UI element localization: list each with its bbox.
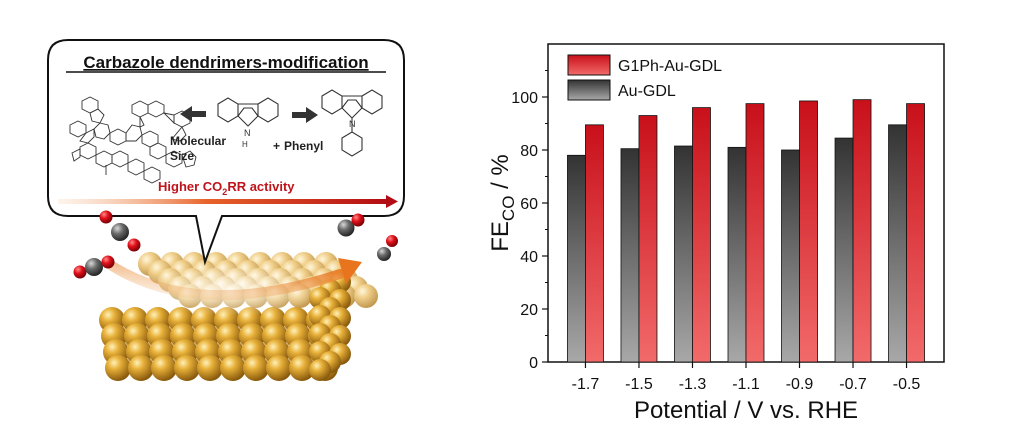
gold-atom bbox=[289, 355, 315, 381]
arrow-right bbox=[292, 107, 318, 123]
speech-bubble bbox=[47, 39, 405, 266]
legend-label-g1ph: G1Ph-Au-GDL bbox=[618, 58, 722, 75]
nh-n-label: N bbox=[244, 128, 251, 138]
legend-label-au: Au-GDL bbox=[618, 83, 676, 100]
x-tick-label: -1.5 bbox=[625, 376, 653, 393]
gold-atom bbox=[174, 355, 200, 381]
fe-bar-chart: 0 20 40 60 80 100 -1.7 -1.5 -1.3 -1.1 -0.9 -0.7 -0.… bbox=[487, 43, 945, 424]
n-label: N bbox=[349, 119, 356, 129]
legend-swatch-g1ph bbox=[567, 54, 611, 76]
x-tick-label: -1.1 bbox=[732, 376, 760, 393]
y-tick-label: 0 bbox=[529, 355, 538, 372]
y-tick-label: 100 bbox=[511, 90, 538, 107]
x-tick-label: -1.3 bbox=[679, 376, 707, 393]
activity-label: Higher CO2RR activity bbox=[158, 179, 295, 197]
bar-g1ph-au-gdl--0.9 bbox=[799, 100, 818, 363]
legend: G1Ph-Au-GDL Au-GDL bbox=[567, 54, 722, 101]
x-tick-label: -1.7 bbox=[572, 376, 600, 393]
plus-sign: + bbox=[273, 139, 280, 153]
reaction-arrowhead bbox=[338, 258, 362, 284]
x-tick-label: -0.7 bbox=[839, 376, 867, 393]
scheme-title: Carbazole dendrimers-modification bbox=[83, 53, 368, 72]
nh-h-label: H bbox=[242, 140, 248, 149]
gold-atom bbox=[151, 355, 177, 381]
scheme-panel: Carbazole dendrimers-modification bbox=[47, 39, 405, 381]
arrow-left bbox=[180, 106, 206, 122]
y-tick-label: 60 bbox=[520, 196, 538, 213]
gold-surface-slab bbox=[99, 252, 378, 381]
phenyl-label: Phenyl bbox=[284, 139, 323, 153]
bar-g1ph-au-gdl--1.7 bbox=[585, 124, 604, 363]
bar-au-gdl--1.1 bbox=[727, 146, 747, 363]
bar-g1ph-au-gdl--0.5 bbox=[906, 103, 925, 363]
bar-g1ph-au-gdl--1.1 bbox=[745, 103, 765, 363]
co2-molecule-2 bbox=[73, 255, 115, 279]
carbazole-dendrimer-structure bbox=[69, 96, 197, 184]
co2-molecule bbox=[99, 210, 141, 252]
co-molecule-2 bbox=[377, 235, 398, 261]
bar-au-gdl--1.5 bbox=[620, 148, 640, 363]
gold-atom bbox=[197, 355, 223, 381]
bar-g1ph-au-gdl--0.7 bbox=[852, 99, 872, 363]
gold-atom bbox=[220, 355, 246, 381]
modification-layer bbox=[140, 264, 320, 316]
n-phenylcarbazole-structure bbox=[321, 89, 383, 157]
y-tick-label: 40 bbox=[520, 249, 538, 266]
y-axis-title: FECO / % bbox=[487, 154, 518, 252]
reaction-arrow bbox=[107, 261, 345, 301]
bar-au-gdl--0.5 bbox=[888, 124, 907, 363]
y-tick-label: 80 bbox=[520, 143, 538, 160]
y-tick-label: 20 bbox=[520, 302, 538, 319]
x-tick-label: -0.5 bbox=[893, 376, 921, 393]
bar-g1ph-au-gdl--1.3 bbox=[692, 107, 711, 363]
gold-atom bbox=[105, 355, 131, 381]
x-tick-label: -0.9 bbox=[786, 376, 814, 393]
legend-swatch-au bbox=[567, 79, 611, 101]
bar-au-gdl--0.7 bbox=[834, 137, 854, 363]
gold-atom bbox=[354, 284, 378, 308]
bar-au-gdl--1.3 bbox=[674, 145, 693, 363]
gold-atom bbox=[309, 359, 331, 381]
x-axis-title: Potential / V vs. RHE bbox=[634, 397, 858, 424]
size-label: Size bbox=[170, 149, 194, 163]
gold-atom bbox=[243, 355, 269, 381]
gold-atom bbox=[128, 355, 154, 381]
activity-arrow bbox=[58, 195, 398, 208]
co-molecule bbox=[337, 213, 365, 237]
bar-g1ph-au-gdl--1.5 bbox=[638, 115, 658, 363]
gold-atom bbox=[266, 355, 292, 381]
molecular-label: Molecular bbox=[170, 134, 226, 148]
bar-au-gdl--1.7 bbox=[567, 154, 586, 363]
carbazole-structure bbox=[217, 97, 279, 127]
bar-au-gdl--0.9 bbox=[781, 149, 800, 363]
